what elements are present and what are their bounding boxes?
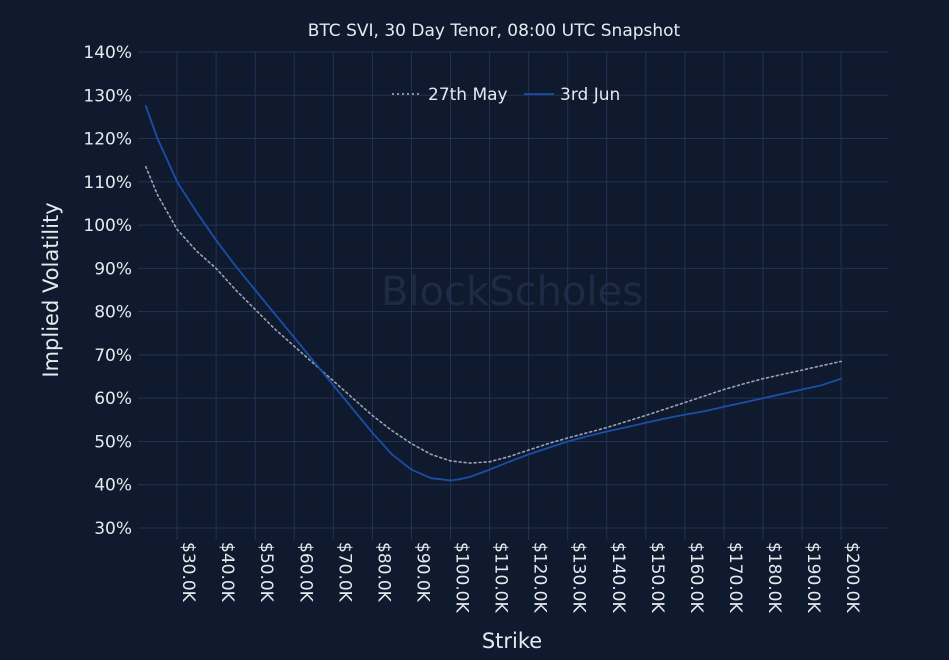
y-tick-label: 80% bbox=[94, 303, 132, 323]
x-tick-label: $50.0K bbox=[256, 542, 276, 603]
watermark: BlockScholes bbox=[381, 269, 643, 315]
series-layer bbox=[144, 105, 842, 482]
legend: 27th May 3rd Jun bbox=[392, 85, 620, 105]
legend-label-1: 3rd Jun bbox=[560, 85, 620, 105]
y-tick-label: 110% bbox=[83, 173, 132, 193]
x-tick-label: $110.0K bbox=[491, 542, 511, 613]
x-tick-label: $200.0K bbox=[842, 542, 862, 613]
y-tick-label: 30% bbox=[94, 519, 132, 539]
x-tick-label: $180.0K bbox=[764, 542, 784, 613]
gridlines bbox=[138, 51, 888, 540]
y-tick-label: 130% bbox=[83, 86, 132, 106]
y-tick-label: 140% bbox=[83, 43, 132, 63]
series-line-jun3 bbox=[144, 105, 842, 482]
x-tick-label: $150.0K bbox=[647, 542, 667, 613]
y-axis-label: Implied Volatility bbox=[39, 202, 63, 377]
y-tick-label: 40% bbox=[94, 476, 132, 496]
x-tick-label: $170.0K bbox=[725, 542, 745, 613]
x-tick-label: $140.0K bbox=[608, 542, 628, 613]
x-tick-label: $70.0K bbox=[334, 542, 354, 603]
y-axis-ticks: 30% 40% 50% 60% 70% 80% 90% 100% 110% 120% 130% 140… bbox=[83, 43, 132, 539]
x-tick-label: $60.0K bbox=[295, 542, 315, 603]
x-tick-label: $30.0K bbox=[178, 542, 198, 603]
x-axis-ticks: $30.0K $40.0K $50.0K $60.0K $70.0K $80.0K $90.… bbox=[178, 542, 862, 613]
y-tick-label: 100% bbox=[83, 216, 132, 236]
y-tick-label: 60% bbox=[94, 389, 132, 409]
x-tick-label: $120.0K bbox=[530, 542, 550, 613]
y-tick-label: 70% bbox=[94, 346, 132, 366]
y-tick-label: 50% bbox=[94, 432, 132, 452]
x-tick-label: $100.0K bbox=[452, 542, 472, 613]
x-tick-label: $160.0K bbox=[686, 542, 706, 613]
x-tick-label: $130.0K bbox=[569, 542, 589, 613]
x-tick-label: $190.0K bbox=[803, 542, 823, 613]
x-tick-label: $80.0K bbox=[373, 542, 393, 603]
chart-title: BTC SVI, 30 Day Tenor, 08:00 UTC Snapsho… bbox=[308, 21, 681, 41]
y-tick-label: 90% bbox=[94, 259, 132, 279]
x-axis-label: Strike bbox=[482, 629, 542, 653]
series-line-may27 bbox=[145, 165, 842, 464]
y-tick-label: 120% bbox=[83, 130, 132, 150]
x-tick-label: $90.0K bbox=[412, 542, 432, 603]
legend-label-0: 27th May bbox=[428, 85, 508, 105]
x-tick-label: $40.0K bbox=[217, 542, 237, 603]
